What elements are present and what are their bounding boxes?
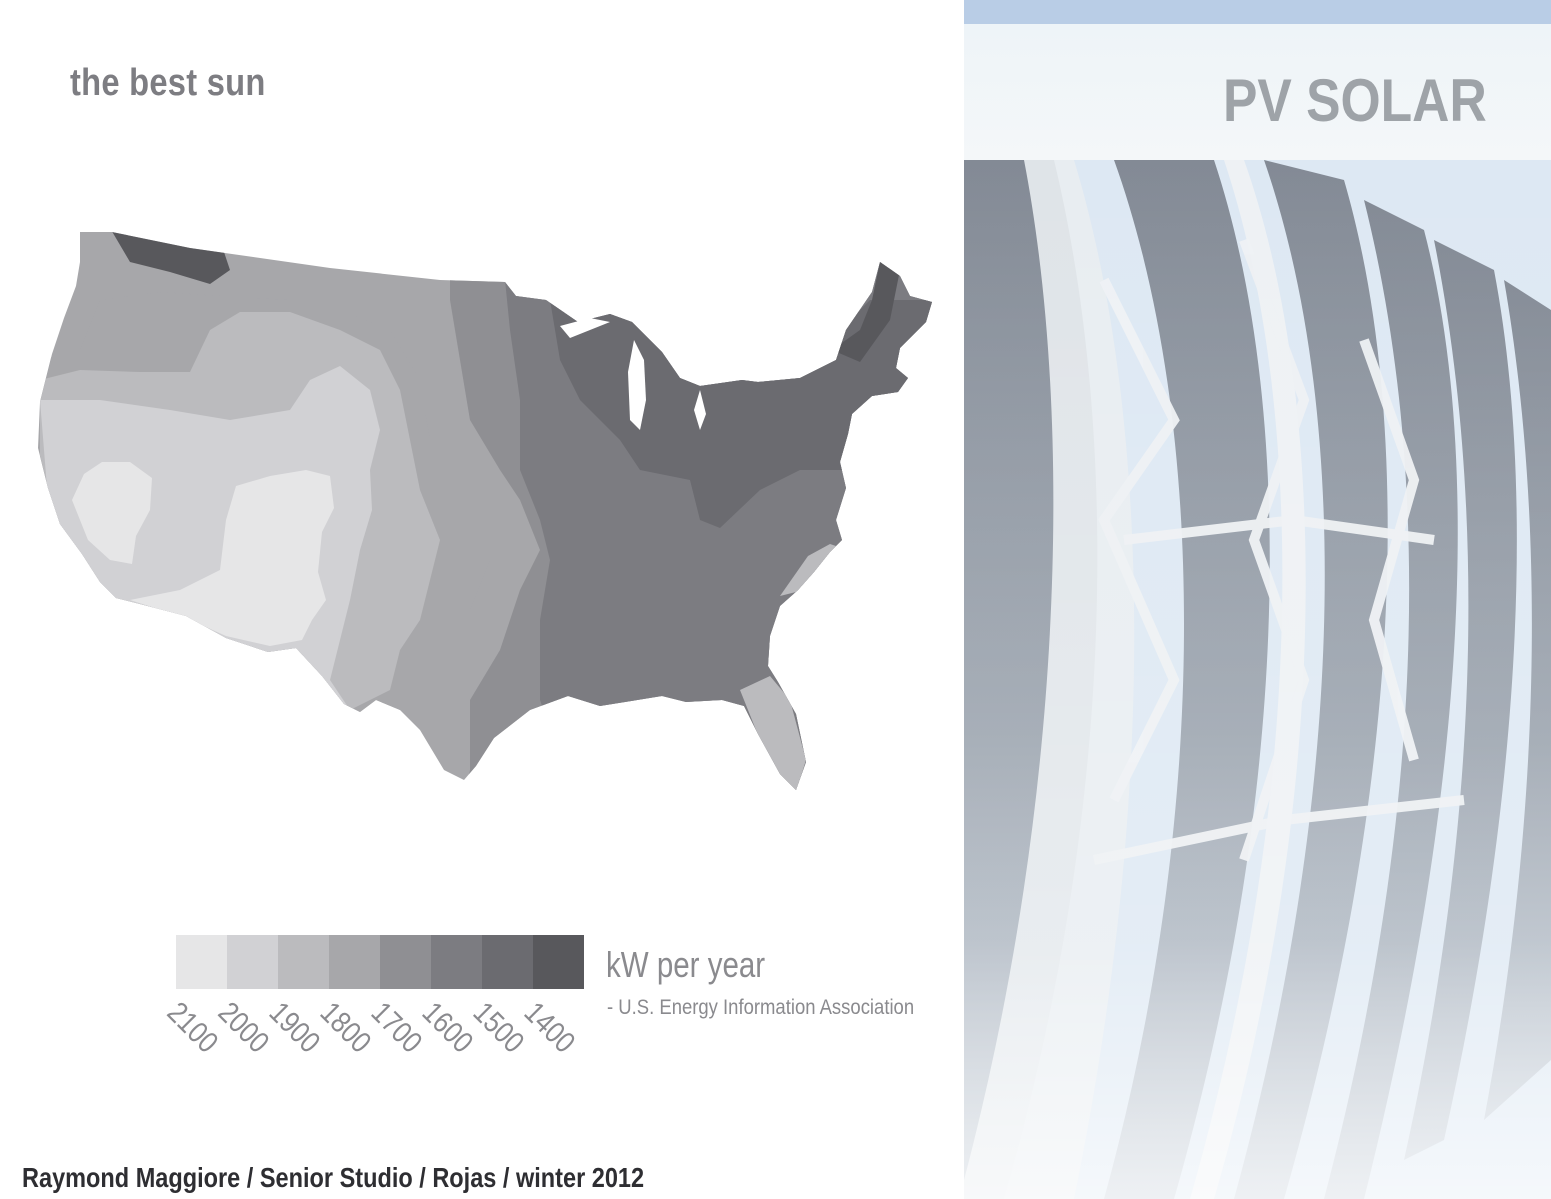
- legend-label-2100: 2100: [160, 996, 225, 1060]
- us-solar-map: [38, 232, 932, 790]
- legend-label-1400: 1400: [517, 996, 582, 1060]
- legend-label-2000: 2000: [211, 996, 276, 1060]
- legend-label-1500: 1500: [466, 996, 531, 1060]
- page-title: the best sun: [70, 62, 266, 104]
- legend-swatch: [482, 935, 533, 989]
- solar-array-photo: [964, 160, 1551, 1199]
- panel-title: PV SOLAR: [1223, 67, 1487, 134]
- legend-label-1800: 1800: [313, 996, 378, 1060]
- legend-swatch: [329, 935, 380, 989]
- legend-label-1900: 1900: [262, 996, 327, 1060]
- legend-label-1600: 1600: [415, 996, 480, 1060]
- legend-swatch: [431, 935, 482, 989]
- legend-swatch: [533, 935, 584, 989]
- photo-panel: PV SOLAR: [964, 0, 1551, 1199]
- legend-label-1700: 1700: [364, 996, 429, 1060]
- legend-source: - U.S. Energy Information Association: [607, 996, 915, 1019]
- legend-labels: 2100 2000 1900 1800 1700 1600 1500 1400: [161, 996, 596, 1086]
- legend-scale: [176, 935, 584, 989]
- legend-swatch: [380, 935, 431, 989]
- legend-swatch: [176, 935, 227, 989]
- title-band: [964, 24, 1551, 160]
- legend-swatch: [278, 935, 329, 989]
- legend-unit: kW per year: [606, 944, 766, 985]
- footer-credit: Raymond Maggiore / Senior Studio / Rojas…: [22, 1162, 645, 1193]
- top-strip: [964, 0, 1551, 24]
- legend-swatch: [227, 935, 278, 989]
